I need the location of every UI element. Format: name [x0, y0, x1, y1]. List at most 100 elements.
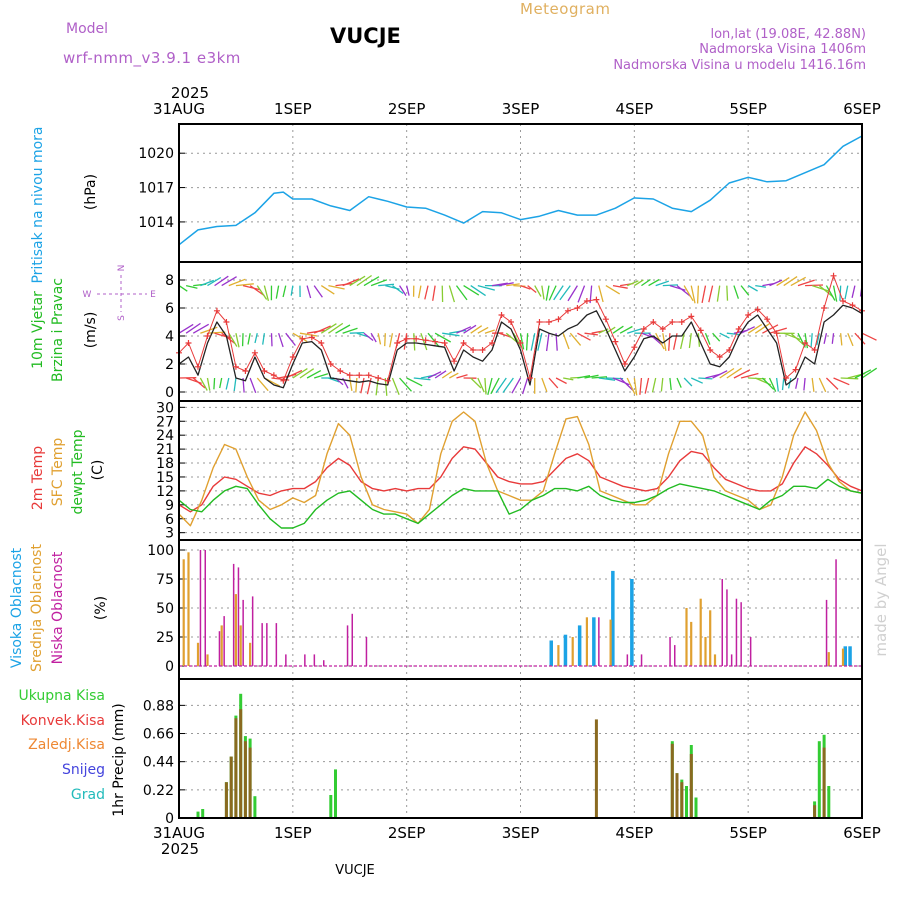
precip-total-bar [685, 786, 688, 818]
wind-gust-marker [849, 302, 856, 309]
wind-arrow [417, 285, 422, 299]
wind-arrow [698, 377, 713, 380]
cloud-low-bar [640, 654, 643, 666]
wind-gust-marker [460, 340, 467, 346]
wind-arrow [363, 276, 380, 287]
cloud-low-bar [242, 599, 244, 666]
wind-arrow [228, 278, 246, 287]
wind-arrow [441, 370, 453, 379]
wind-arrow [178, 285, 188, 292]
cloud-low-bar [825, 599, 828, 666]
cloud-mid-bar [187, 552, 190, 666]
cloud-low-bar [721, 579, 723, 666]
wind-arrow [520, 284, 531, 290]
cloud-low-bar [323, 660, 325, 666]
wind-gust-marker [688, 313, 695, 320]
wind-gust-marker [479, 347, 486, 353]
wind-arrow [548, 377, 559, 389]
wind-arrow [256, 377, 269, 392]
wind-gust-marker [764, 316, 771, 323]
temp-sfc-line [178, 411, 863, 527]
wind-arrow [378, 283, 395, 287]
wind-arrow [285, 369, 303, 379]
precip-conv-bar [670, 743, 674, 818]
precip-conv-bar [822, 747, 826, 818]
precip-total-bar [201, 809, 205, 818]
wind-arrow [178, 323, 194, 334]
precip-total-bar [334, 769, 337, 818]
x-label-bottom: 6SEP [843, 824, 881, 842]
wind-arrow [716, 285, 721, 302]
wind-arrow [477, 377, 485, 393]
cloud-low-bar [199, 550, 202, 666]
wind-gust-marker [583, 298, 590, 304]
x-label-bottom: 4SEP [616, 824, 654, 842]
y-tick-label: 1020 [138, 146, 174, 162]
wind-arrow [363, 332, 374, 342]
compass-rose: N S W E [83, 265, 157, 321]
y-tick-label: 0.22 [143, 783, 174, 799]
cloud-low-bar [726, 589, 728, 666]
cloud-mid-bar [704, 637, 707, 666]
wind-label-1: 10m Vjetar [30, 291, 46, 369]
wind-arrow [679, 333, 685, 350]
wind-arrow [506, 283, 520, 287]
compass-west: W [83, 290, 92, 300]
wind-arrow [690, 285, 696, 304]
wind-arrow [292, 332, 308, 343]
wind-arrow [591, 376, 608, 379]
wind-gust-marker [811, 347, 818, 353]
wind-arrow [548, 285, 557, 301]
y-tick-label: 50 [156, 601, 174, 617]
wind-gust-marker [375, 375, 382, 381]
wind-arrow [811, 284, 830, 292]
wind-arrow [840, 377, 859, 380]
x-label-bottom: 3SEP [502, 824, 540, 842]
wind-arrow [660, 377, 664, 392]
wind-arrow [328, 377, 340, 383]
wind-arrow [420, 332, 428, 351]
cloud-label-low: Niska Oblacnost [50, 551, 66, 664]
wind-gust-marker [498, 312, 505, 318]
wind-arrow [740, 285, 750, 296]
wind-arrow [776, 277, 790, 287]
wind-arrow [219, 377, 223, 389]
precip-conv-bar [689, 754, 693, 818]
wind-arrow [696, 285, 700, 304]
cloud-low-bar [730, 654, 733, 666]
cloud-low-bar [735, 598, 738, 666]
y-tick-label: 0.44 [143, 755, 174, 771]
precip-conv-bar [813, 805, 817, 818]
wind-arrow [726, 285, 729, 301]
precip-legend-total: Ukupna Kisa [18, 688, 105, 704]
wind-gust-marker [299, 335, 306, 342]
precip-unit: 1hr Precip (mm) [111, 703, 127, 816]
precip-total-bar [196, 811, 200, 818]
wind-arrow [832, 285, 838, 302]
wind-arrow [235, 333, 240, 348]
wind-arrow [831, 333, 835, 344]
compass-south: S [117, 315, 127, 321]
y-tick-label: 75 [156, 572, 174, 588]
wind-arrow [577, 332, 591, 341]
wind-arrow [787, 377, 792, 389]
wind-arrow [797, 279, 815, 287]
wind-arrow [512, 332, 522, 348]
wind-gust-marker [289, 354, 296, 360]
wind-arrow [726, 367, 742, 379]
wind-arrow [619, 325, 633, 334]
wind-arrow [598, 285, 604, 303]
wind-gust-marker [308, 334, 315, 341]
wind-gust-marker [365, 372, 372, 379]
y-tick-label: 2 [165, 357, 174, 373]
wind-arrow [360, 377, 365, 394]
wind-gust-marker [631, 344, 638, 351]
wind-arrow [505, 332, 518, 343]
wind-gust-marker [735, 326, 742, 332]
cloud-low-bar [261, 623, 263, 666]
wind-gust-marker [773, 330, 780, 337]
cloud-low-bar [749, 637, 752, 666]
cloud-high-bar [563, 634, 568, 666]
wind-arrow [816, 333, 820, 346]
cloud-low-bar [598, 617, 600, 666]
